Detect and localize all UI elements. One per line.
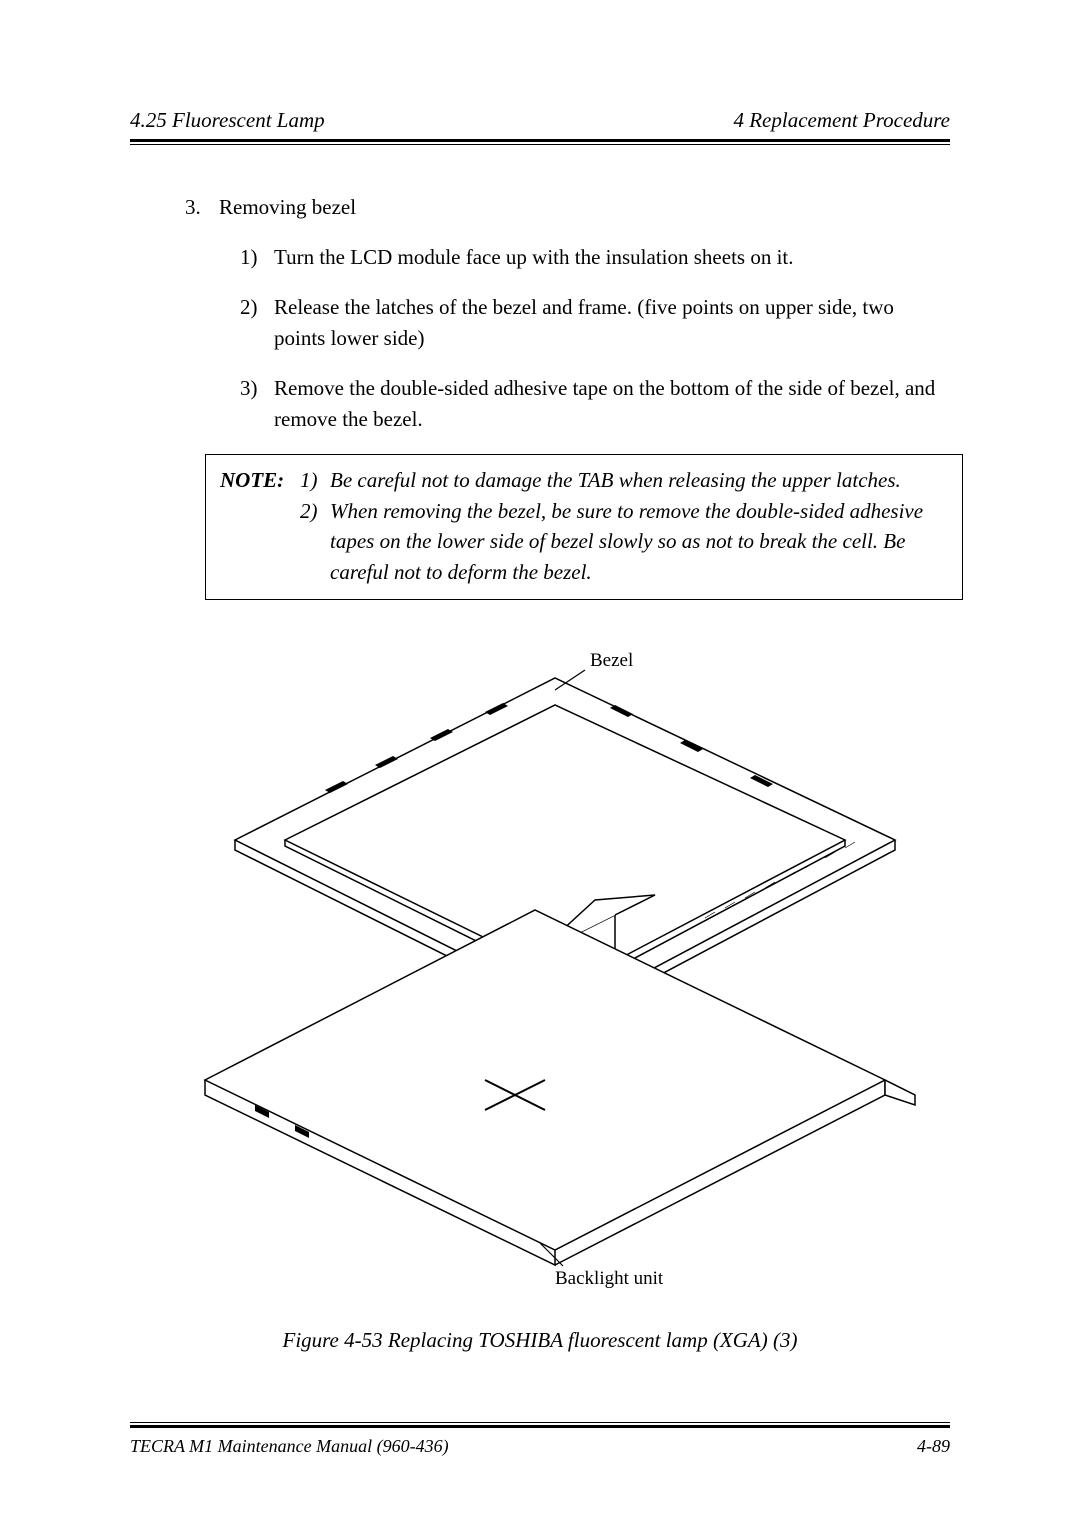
note-row: 2) When removing the bezel, be sure to r… xyxy=(220,496,948,587)
substep-number: 1) xyxy=(240,242,274,272)
content-area: 3. Removing bezel 1) Turn the LCD module… xyxy=(130,145,950,1353)
note-item-text: When removing the bezel, be sure to remo… xyxy=(330,496,948,587)
substep-text: Turn the LCD module face up with the ins… xyxy=(274,242,794,272)
substeps: 1) Turn the LCD module face up with the … xyxy=(240,242,950,434)
footer-rule-thin xyxy=(130,1422,950,1423)
header-left: 4.25 Fluorescent Lamp xyxy=(130,108,325,133)
substep-text: Remove the double-sided adhesive tape on… xyxy=(274,373,950,434)
page-footer: TECRA M1 Maintenance Manual (960-436) 4-… xyxy=(130,1422,950,1457)
note-row: NOTE: 1) Be careful not to damage the TA… xyxy=(220,465,948,495)
note-label: NOTE: xyxy=(220,465,300,495)
substep-text: Release the latches of the bezel and fra… xyxy=(274,292,950,353)
backlight-unit-shape xyxy=(205,910,915,1265)
page-header: 4.25 Fluorescent Lamp 4 Replacement Proc… xyxy=(130,108,950,139)
note-item-text: Be careful not to damage the TAB when re… xyxy=(330,465,901,495)
substep-number: 2) xyxy=(240,292,274,353)
figure-label-bezel: Bezel xyxy=(590,650,633,672)
figure-label-backlight: Backlight unit xyxy=(555,1268,663,1290)
step-title: Removing bezel xyxy=(219,195,356,220)
footer-right: 4-89 xyxy=(917,1436,950,1457)
header-rule-thick xyxy=(130,139,950,142)
note-spacer xyxy=(220,496,300,587)
note-item-number: 2) xyxy=(300,496,330,587)
substep: 3) Remove the double-sided adhesive tape… xyxy=(240,373,950,434)
figure-diagram xyxy=(145,650,935,1290)
footer-left: TECRA M1 Maintenance Manual (960-436) xyxy=(130,1436,449,1457)
substep-number: 3) xyxy=(240,373,274,434)
substep: 1) Turn the LCD module face up with the … xyxy=(240,242,950,272)
substep: 2) Release the latches of the bezel and … xyxy=(240,292,950,353)
note-item-number: 1) xyxy=(300,465,330,495)
note-box: NOTE: 1) Be careful not to damage the TA… xyxy=(205,454,963,600)
step-main: 3. Removing bezel xyxy=(185,195,950,220)
figure-area: Bezel Backlight unit xyxy=(130,650,950,1310)
figure-caption: Figure 4-53 Replacing TOSHIBA fluorescen… xyxy=(130,1328,950,1353)
header-right: 4 Replacement Procedure xyxy=(733,108,950,133)
step-number: 3. xyxy=(185,195,219,220)
